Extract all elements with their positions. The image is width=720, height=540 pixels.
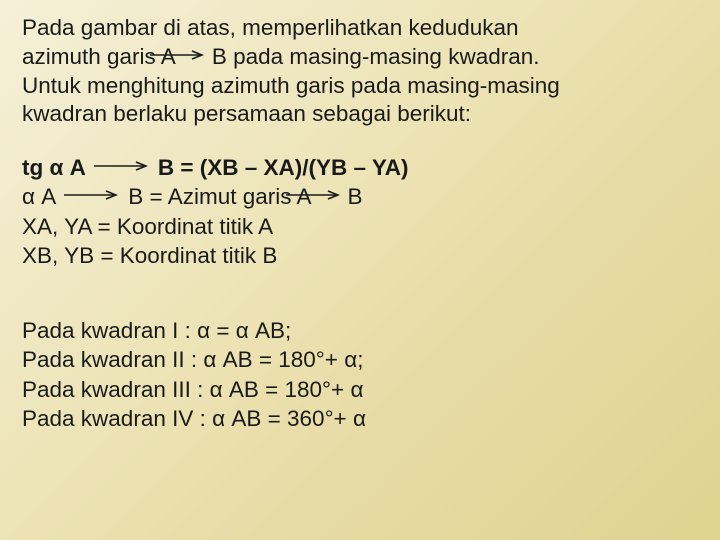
quadrant-2: Pada kwadran II : α AB = 180°+ α; <box>22 345 698 374</box>
quadrant-block: Pada kwadran I : α = α AB; Pada kwadran … <box>22 316 698 433</box>
quadrant-4: Pada kwadran IV : α AB = 360°+ α <box>22 404 698 433</box>
intro-paragraph: Pada gambar di atas, memperlihatkan kedu… <box>22 14 698 129</box>
f2-c: B <box>348 182 363 211</box>
formula-block: tg α A B = (XB – XA)/(YB – YA) α A B = A… <box>22 153 698 270</box>
quadrant-1: Pada kwadran I : α = α AB; <box>22 316 698 345</box>
formula-line-2: α A B = Azimut garis A B <box>22 182 698 211</box>
slide-body: Pada gambar di atas, memperlihatkan kedu… <box>0 0 720 540</box>
intro-line-2: azimuth garis A B pada masing-masing kwa… <box>22 43 698 72</box>
quadrant-3: Pada kwadran III : α AB = 180°+ α <box>22 375 698 404</box>
intro-l2-b: B pada masing-masing kwadran. <box>212 43 540 72</box>
f1-b: B = (XB – XA)/(YB – YA) <box>158 153 409 182</box>
intro-line-3: Untuk menghitung azimuth garis pada masi… <box>22 72 698 101</box>
arrow-icon <box>148 48 204 62</box>
arrow-icon <box>62 188 118 202</box>
arrow-icon <box>284 188 340 202</box>
formula-line-1: tg α A B = (XB – XA)/(YB – YA) <box>22 153 698 182</box>
formula-line-3: XA, YA = Koordinat titik A <box>22 212 698 241</box>
f1-a: tg α A <box>22 153 86 182</box>
arrow-icon <box>92 159 148 173</box>
f2-a: α A <box>22 182 56 211</box>
intro-line-4: kwadran berlaku persamaan sebagai beriku… <box>22 100 698 129</box>
intro-line-1: Pada gambar di atas, memperlihatkan kedu… <box>22 14 698 43</box>
formula-line-4: XB, YB = Koordinat titik B <box>22 241 698 270</box>
